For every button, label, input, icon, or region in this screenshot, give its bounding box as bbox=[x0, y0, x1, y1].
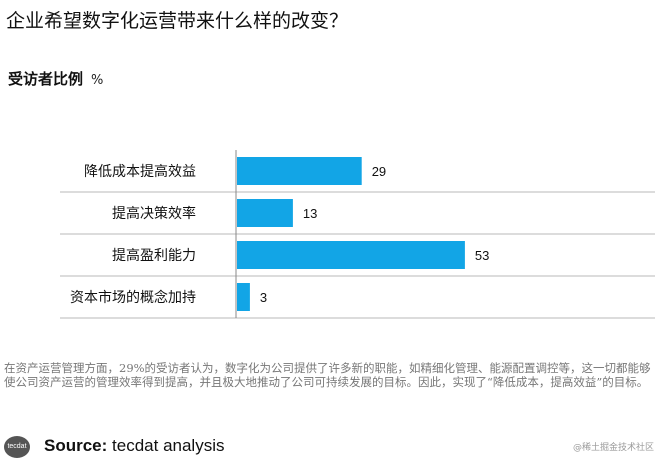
subtitle-label: 受访者比例 bbox=[8, 70, 84, 88]
source-line: Source: tecdat analysis bbox=[44, 436, 224, 456]
subtitle-unit: % bbox=[91, 73, 104, 88]
source-label: Source: bbox=[44, 436, 108, 455]
bar bbox=[237, 241, 465, 269]
bar bbox=[237, 283, 250, 311]
bar-chart: 降低成本提高效益 29 提高决策效率 13 提高盈利能力 53 资本市场的概念加持 3 bbox=[60, 150, 655, 319]
data-label: 29 bbox=[372, 164, 386, 179]
bar bbox=[237, 157, 362, 185]
data-label: 13 bbox=[303, 206, 317, 221]
data-label: 53 bbox=[475, 248, 489, 263]
category-label: 提高盈利能力 bbox=[112, 247, 196, 264]
chart-title: 企业希望数字化运营带来什么样的改变？ bbox=[6, 10, 349, 32]
category-label: 提高决策效率 bbox=[112, 205, 196, 222]
category-label: 降低成本提高效益 bbox=[84, 163, 196, 180]
watermark-text: @稀土掘金技术社区 bbox=[572, 443, 654, 453]
bar bbox=[237, 199, 293, 227]
commentary-text: 在资产运营管理方面，29%的受访者认为，数字化为公司提供了许多新的职能，如精细化… bbox=[4, 361, 651, 389]
chart-subtitle: 受访者比例% bbox=[8, 68, 103, 89]
tecdat-logo: tecdat bbox=[4, 436, 30, 458]
source-text: tecdat analysis bbox=[112, 436, 225, 455]
data-label: 3 bbox=[260, 290, 267, 305]
category-label: 资本市场的概念加持 bbox=[70, 289, 196, 306]
